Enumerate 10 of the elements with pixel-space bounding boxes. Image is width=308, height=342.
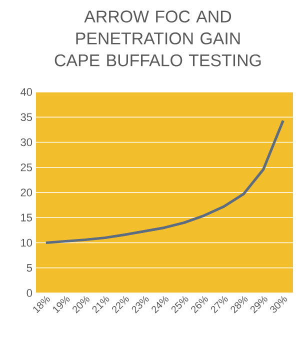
chart-title: ARROW FOC AND PENETRATION GAIN CAPE BUFFALO TESTING — [54, 10, 261, 66]
y-tick-label: 25 — [20, 164, 32, 172]
y-tick-label: 40 — [20, 88, 32, 96]
y-tick-label: 20 — [20, 188, 32, 196]
y-tick-label: 5 — [26, 264, 32, 272]
y-tick-label: 35 — [20, 113, 32, 122]
y-tick-label: 15 — [21, 214, 32, 222]
y-tick-label: 10 — [21, 238, 32, 247]
y-tick-label: 30 — [20, 138, 32, 146]
y-tick-label: 0 — [26, 289, 32, 297]
